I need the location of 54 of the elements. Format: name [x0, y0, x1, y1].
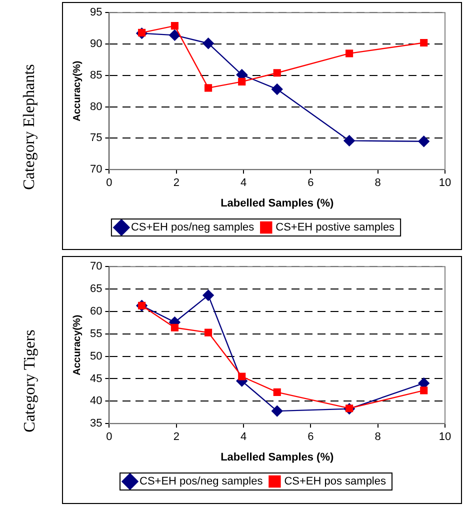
x-axis-title: Labelled Samples (%)	[220, 197, 334, 210]
point	[202, 290, 214, 301]
x-axis-title: Labelled Samples (%)	[220, 451, 334, 464]
y-tick-label: 50	[90, 350, 102, 362]
x-tick-label: 8	[374, 177, 381, 190]
point	[420, 38, 428, 47]
point	[238, 372, 246, 380]
legend-label: CS+EH pos samples	[284, 476, 386, 488]
y-tick-label: 35	[90, 418, 102, 430]
point	[238, 78, 246, 86]
y-tick-label: 60	[90, 305, 102, 318]
point	[204, 328, 212, 336]
y-tick-label: 70	[90, 164, 102, 176]
x-tick-label: 4	[240, 177, 247, 190]
y-tick-label: 65	[90, 283, 102, 296]
point	[418, 136, 430, 147]
point	[170, 22, 178, 30]
point	[272, 405, 283, 417]
text: Category Tigers	[21, 330, 39, 432]
y-tick-label: 70	[90, 260, 102, 273]
x-tick-label: 10	[438, 177, 452, 190]
y-tick-label: 45	[90, 372, 102, 385]
point	[170, 324, 178, 332]
y-tick-label: 95	[90, 6, 102, 19]
point	[273, 69, 281, 77]
point	[273, 388, 281, 396]
y-tick-label: 80	[90, 100, 102, 113]
y-tick-label: 90	[90, 38, 102, 50]
x-tick-label: 0	[106, 177, 112, 190]
x-tick-label: 8	[374, 431, 381, 444]
x-tick-label: 2	[173, 177, 180, 190]
y-tick-label: 75	[90, 132, 102, 144]
legend-label: CS+EH postive samples	[276, 222, 396, 234]
point	[344, 135, 355, 146]
point	[204, 84, 212, 92]
y-tick-label: 85	[90, 69, 102, 82]
x-tick-label: 2	[173, 431, 180, 444]
legend-label: CS+EH pos/neg samples	[130, 222, 255, 234]
y-axis-title: Accuracy(%)	[72, 60, 83, 122]
x-tick-label: 4	[240, 431, 247, 444]
y-tick-label: 40	[90, 395, 102, 408]
x-tick-label: 0	[106, 431, 112, 444]
point	[346, 50, 354, 58]
point	[420, 386, 428, 394]
x-tick-label: 6	[308, 177, 314, 190]
point	[169, 30, 180, 41]
text: Category Elephants	[21, 64, 39, 190]
point	[272, 84, 283, 95]
point	[202, 38, 214, 49]
x-tick-label: 6	[308, 431, 314, 444]
y-tick-label: 55	[90, 328, 102, 340]
y-axis-title: Accuracy(%)	[72, 314, 83, 376]
legend-label: CS+EH pos/neg samples	[140, 476, 264, 488]
x-tick-label: 10	[438, 431, 452, 444]
